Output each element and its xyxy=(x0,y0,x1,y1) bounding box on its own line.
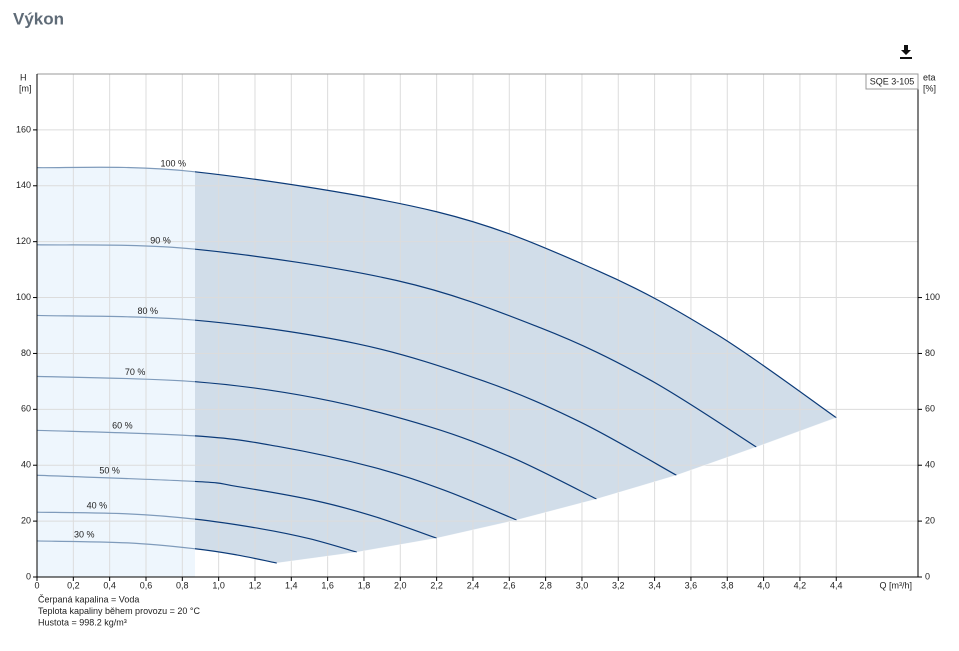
speed-curve xyxy=(36,540,277,564)
y-tick-label: 0 xyxy=(26,571,31,581)
speed-label: 80 % xyxy=(138,306,159,316)
y2-tick-label: 20 xyxy=(925,515,935,525)
curve-label: SQE 3-105 xyxy=(870,76,915,86)
y-tick-label: 60 xyxy=(21,404,31,414)
y-tick-label: 100 xyxy=(16,292,31,302)
x-tick-label: 3,2 xyxy=(612,580,625,590)
y-unit: [m] xyxy=(19,83,32,93)
speed-curve xyxy=(36,474,437,539)
speed-label: 100 % xyxy=(160,159,186,169)
y-tick-label: 160 xyxy=(16,124,31,134)
y2-label: eta xyxy=(923,72,936,82)
y2-tick-label: 100 xyxy=(925,292,940,302)
envelope xyxy=(276,417,837,564)
low-flow-area xyxy=(37,167,196,577)
x-tick-label: 4,0 xyxy=(757,580,770,590)
x-tick-label: 3,0 xyxy=(576,580,589,590)
x-tick-label: 0 xyxy=(34,580,39,590)
download-icon[interactable] xyxy=(899,42,915,60)
x-tick-label: 2,8 xyxy=(539,580,552,590)
x-tick-label: 2,2 xyxy=(430,580,443,590)
y-tick-label: 40 xyxy=(21,460,31,470)
speed-label: 90 % xyxy=(150,236,171,246)
x-tick-label: 1,0 xyxy=(212,580,225,590)
y-tick-label: 20 xyxy=(21,515,31,525)
speed-label: 50 % xyxy=(99,465,120,475)
download-arrow xyxy=(901,45,911,55)
download-bar xyxy=(900,57,912,59)
speed-curve xyxy=(36,314,677,476)
curve-label-box xyxy=(865,73,919,90)
x-tick-label: 3,6 xyxy=(685,580,698,590)
x-tick-label: 1,2 xyxy=(249,580,262,590)
x-label: Q [m³/h] xyxy=(879,580,912,590)
speed-curve xyxy=(36,244,757,448)
speed-label: 70 % xyxy=(125,367,146,377)
y-label: H xyxy=(20,72,27,82)
y-tick-label: 80 xyxy=(21,348,31,358)
x-tick-label: 1,6 xyxy=(321,580,334,590)
x-tick-label: 1,4 xyxy=(285,580,298,590)
note: Hustota = 998.2 kg/m³ xyxy=(38,617,127,627)
x-tick-label: 4,4 xyxy=(830,580,843,590)
y-tick-label: 140 xyxy=(16,180,31,190)
note: Čerpaná kapalina = Voda xyxy=(38,594,139,604)
speed-label: 30 % xyxy=(74,529,95,539)
x-tick-label: 0,6 xyxy=(140,580,153,590)
speed-curve xyxy=(36,511,357,553)
x-tick-label: 2,6 xyxy=(503,580,516,590)
speed-curve xyxy=(36,166,837,419)
x-tick-label: 0,8 xyxy=(176,580,189,590)
y2-unit: [%] xyxy=(923,83,936,93)
y2-tick-label: 40 xyxy=(925,460,935,470)
speed-label: 40 % xyxy=(87,501,108,511)
x-tick-label: 0,2 xyxy=(67,580,80,590)
note: Teplota kapaliny během provozu = 20 °C xyxy=(38,606,200,616)
x-tick-label: 2,0 xyxy=(394,580,407,590)
speed-curve xyxy=(36,429,517,521)
x-tick-label: 2,4 xyxy=(467,580,480,590)
x-tick-label: 3,8 xyxy=(721,580,734,590)
y2-tick-label: 0 xyxy=(925,571,930,581)
x-tick-label: 4,2 xyxy=(794,580,807,590)
x-tick-label: 1,8 xyxy=(358,580,371,590)
y2-tick-label: 60 xyxy=(925,404,935,414)
y-tick-label: 120 xyxy=(16,236,31,246)
chart-title: Výkon xyxy=(13,9,64,28)
y2-tick-label: 80 xyxy=(925,348,935,358)
speed-label: 60 % xyxy=(112,421,133,431)
x-tick-label: 0,4 xyxy=(103,580,116,590)
x-tick-label: 3,4 xyxy=(648,580,661,590)
speed-curve xyxy=(36,375,597,500)
